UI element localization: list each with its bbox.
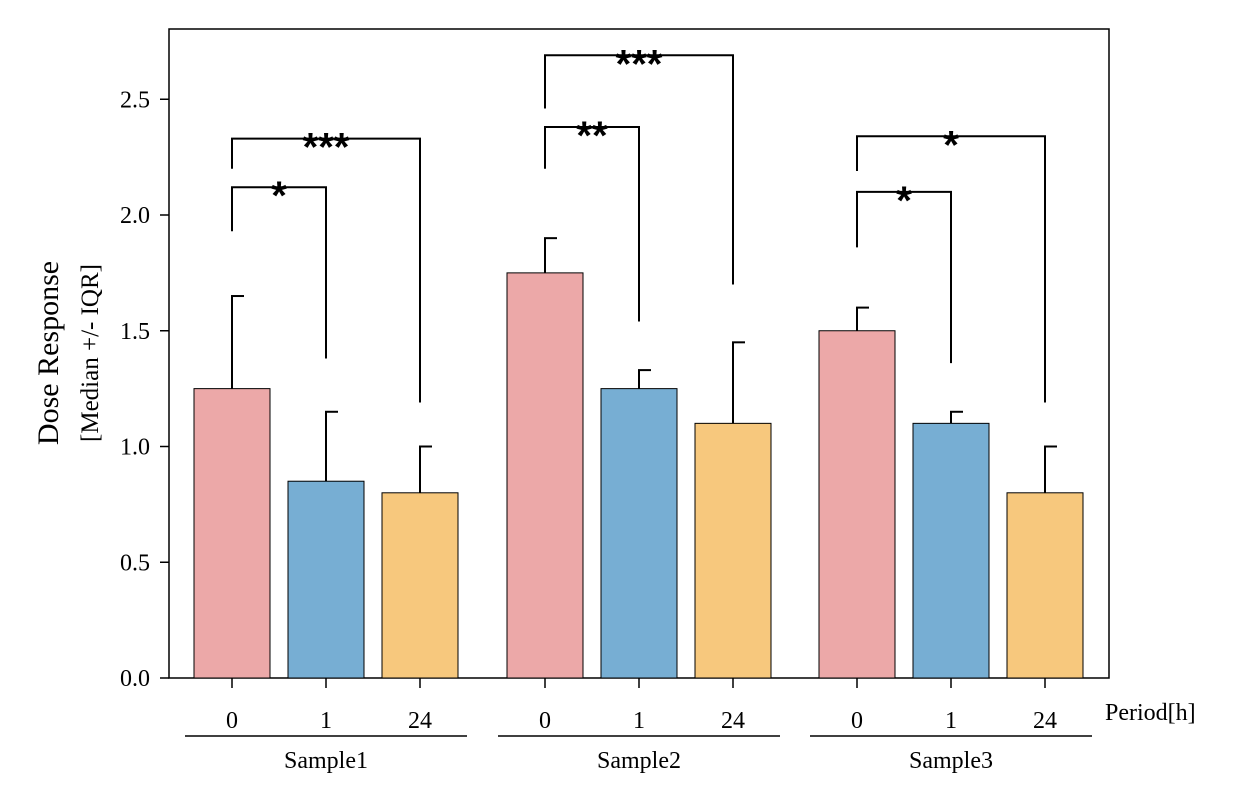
- y-tick-label: 1.0: [120, 435, 150, 461]
- significance-label: *: [271, 174, 287, 218]
- group-label: Sample3: [909, 748, 993, 774]
- y-axis-subtitle: [Median +/- IQR]: [77, 264, 104, 442]
- bar-sample2-0: [506, 272, 584, 679]
- y-tick-label: 0.0: [120, 666, 150, 692]
- y-tick-label: 2.0: [120, 203, 150, 229]
- x-tick-label: 1: [633, 708, 645, 734]
- bars-layer: [193, 272, 1084, 679]
- y-axis-title: Dose Response: [32, 261, 65, 445]
- x-tick-label: 1: [945, 708, 957, 734]
- x-tick-label: 0: [226, 708, 238, 734]
- significance-bracket: [856, 190, 952, 364]
- x-tick-label: 0: [539, 708, 551, 734]
- significance-bracket: [856, 135, 1046, 403]
- x-tick-label: 24: [1033, 708, 1057, 734]
- x-tick-label: 0: [851, 708, 863, 734]
- bar-sample3-24: [1006, 492, 1084, 679]
- bar-sample1-24: [381, 492, 459, 679]
- bar-sample3-1: [912, 422, 990, 679]
- y-tick-label: 2.5: [120, 87, 150, 113]
- bar-sample1-1: [287, 480, 365, 679]
- x-tick-label: 24: [408, 708, 432, 734]
- bar-sample3-0: [818, 330, 896, 679]
- y-tick-label: 0.5: [120, 550, 150, 576]
- x-tick-label: 24: [721, 708, 745, 734]
- y-tick-label: 1.5: [120, 319, 150, 345]
- error-bars-layer: [231, 237, 1057, 493]
- significance-label: ***: [303, 126, 350, 170]
- significance-label: ***: [616, 42, 663, 86]
- significance-label: *: [896, 179, 912, 223]
- significance-bracket: [231, 137, 421, 403]
- significance-bracket: [544, 54, 734, 285]
- group-label: Sample1: [284, 748, 368, 774]
- y-axis: 0.0 0.5 1.0 1.5 2.0 2.5: [120, 87, 169, 692]
- x-axis: 0 1 24 Sample1 0 1 24 Sample2 0 1 24 Sample3: [185, 678, 1092, 774]
- bar-sample2-1: [600, 388, 678, 679]
- bar-sample1-0: [193, 388, 271, 679]
- significance-bracket: [544, 126, 640, 322]
- significance-layer: **** *******: [231, 42, 1046, 403]
- group-label: Sample2: [597, 748, 681, 774]
- x-tick-label: 1: [320, 708, 332, 734]
- x-axis-title: Period[h]: [1105, 700, 1196, 726]
- significance-bracket: [231, 186, 327, 359]
- bar-sample2-24: [694, 422, 772, 679]
- significance-label: **: [576, 114, 608, 158]
- significance-label: *: [943, 123, 959, 167]
